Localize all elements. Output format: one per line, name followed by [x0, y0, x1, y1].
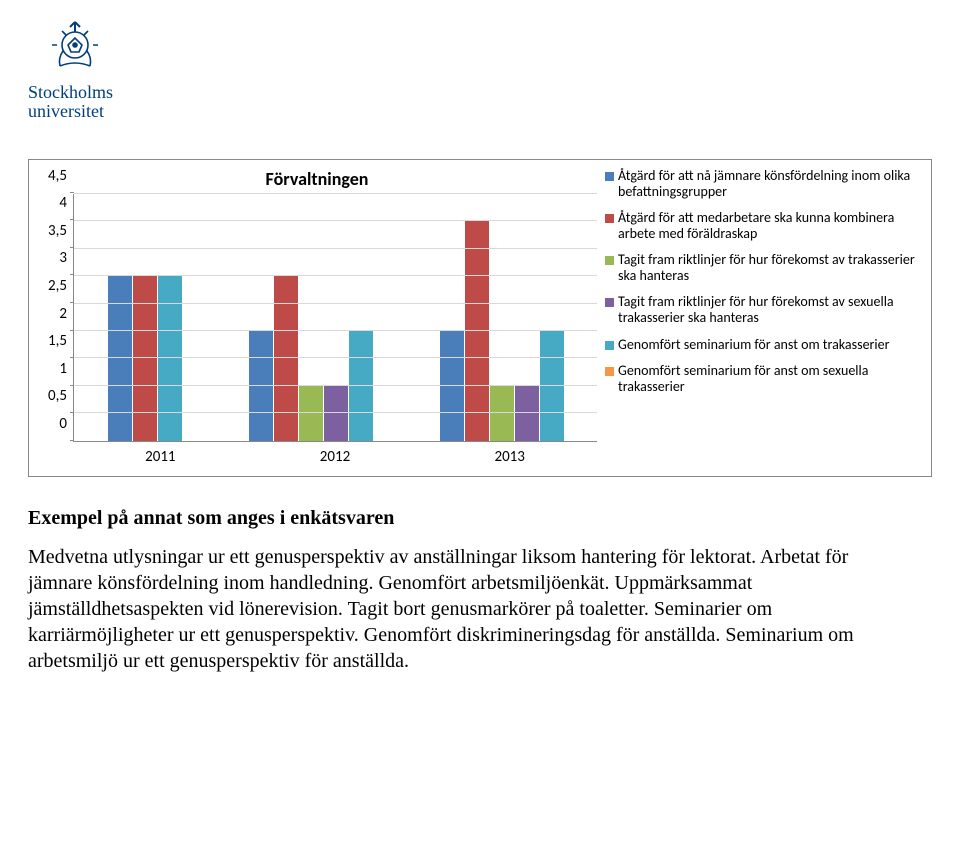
page-header: Stockholms universitet [0, 0, 960, 121]
legend-item: Åtgärd för att nå jämnare könsfördelning… [605, 168, 923, 200]
bar-group [439, 194, 564, 441]
gridline [74, 248, 597, 249]
legend-label: Genomfört seminarium för anst om trakass… [618, 337, 923, 353]
bar [133, 276, 157, 441]
body-text-section: Exempel på annat som anges i enkätsvaren… [28, 507, 914, 674]
legend-swatch [605, 367, 614, 376]
uni-line1: Stockholms [28, 82, 113, 102]
body-paragraph: Medvetna utlysningar ur ett genusperspek… [28, 544, 914, 674]
gridline [74, 357, 597, 358]
x-axis-label: 2013 [422, 442, 597, 476]
legend-item: Tagit fram riktlinjer för hur förekomst … [605, 294, 923, 326]
legend-swatch [605, 256, 614, 265]
y-tick-label: 2 [59, 305, 67, 323]
chart-title: Förvaltningen [37, 168, 597, 190]
y-tick-label: 4 [59, 194, 67, 212]
uni-line2: universitet [28, 101, 104, 121]
legend-label: Tagit fram riktlinjer för hur förekomst … [618, 252, 923, 284]
chart-container: Förvaltningen 00,511,522,533,544,5 20112… [28, 159, 932, 477]
legend-item: Genomfört seminarium för anst om trakass… [605, 337, 923, 353]
legend-item: Tagit fram riktlinjer för hur förekomst … [605, 252, 923, 284]
gridline [74, 330, 597, 331]
y-tick-label: 1 [59, 360, 67, 378]
bar [299, 386, 323, 441]
bar [324, 386, 348, 441]
chart-legend: Åtgärd för att nå jämnare könsfördelning… [597, 168, 923, 405]
bar [158, 276, 182, 441]
x-axis-labels: 201120122013 [73, 442, 597, 476]
legend-swatch [605, 214, 614, 223]
bar [274, 276, 298, 441]
gridline [74, 303, 597, 304]
chart-plot-region: Förvaltningen 00,511,522,533,544,5 20112… [37, 168, 597, 476]
y-tick-label: 3 [59, 249, 67, 267]
gridline [74, 385, 597, 386]
legend-label: Åtgärd för att medarbetare ska kunna kom… [618, 210, 923, 242]
crest-icon [46, 18, 104, 81]
legend-swatch [605, 172, 614, 181]
y-tick-label: 2,5 [48, 277, 67, 295]
y-tick-label: 1,5 [48, 332, 67, 350]
legend-swatch [605, 341, 614, 350]
y-tick-label: 3,5 [48, 222, 67, 240]
bar [490, 386, 514, 441]
gridline [74, 193, 597, 194]
gridline [74, 220, 597, 221]
bar [108, 276, 132, 441]
university-logo: Stockholms universitet [28, 18, 158, 121]
x-axis-label: 2012 [248, 442, 423, 476]
legend-item: Åtgärd för att medarbetare ska kunna kom… [605, 210, 923, 242]
legend-item: Genomfört seminarium för anst om sexuell… [605, 363, 923, 395]
gridline [74, 412, 597, 413]
y-tick-mark [70, 440, 74, 441]
y-axis: 00,511,522,533,544,5 [37, 194, 74, 442]
y-tick-label: 0,5 [48, 387, 67, 405]
y-tick-label: 4,5 [48, 167, 67, 185]
legend-label: Genomfört seminarium för anst om sexuell… [618, 363, 923, 395]
legend-swatch [605, 298, 614, 307]
legend-label: Åtgärd för att nå jämnare könsfördelning… [618, 168, 923, 200]
body-heading: Exempel på annat som anges i enkätsvaren [28, 507, 914, 530]
university-name: Stockholms universitet [28, 83, 113, 121]
y-tick-label: 0 [59, 415, 67, 433]
legend-label: Tagit fram riktlinjer för hur förekomst … [618, 294, 923, 326]
bar-group [107, 194, 182, 441]
gridline [74, 275, 597, 276]
bar-group [248, 194, 373, 441]
x-axis-label: 2011 [73, 442, 248, 476]
plot-area [74, 194, 597, 442]
bar [515, 386, 539, 441]
